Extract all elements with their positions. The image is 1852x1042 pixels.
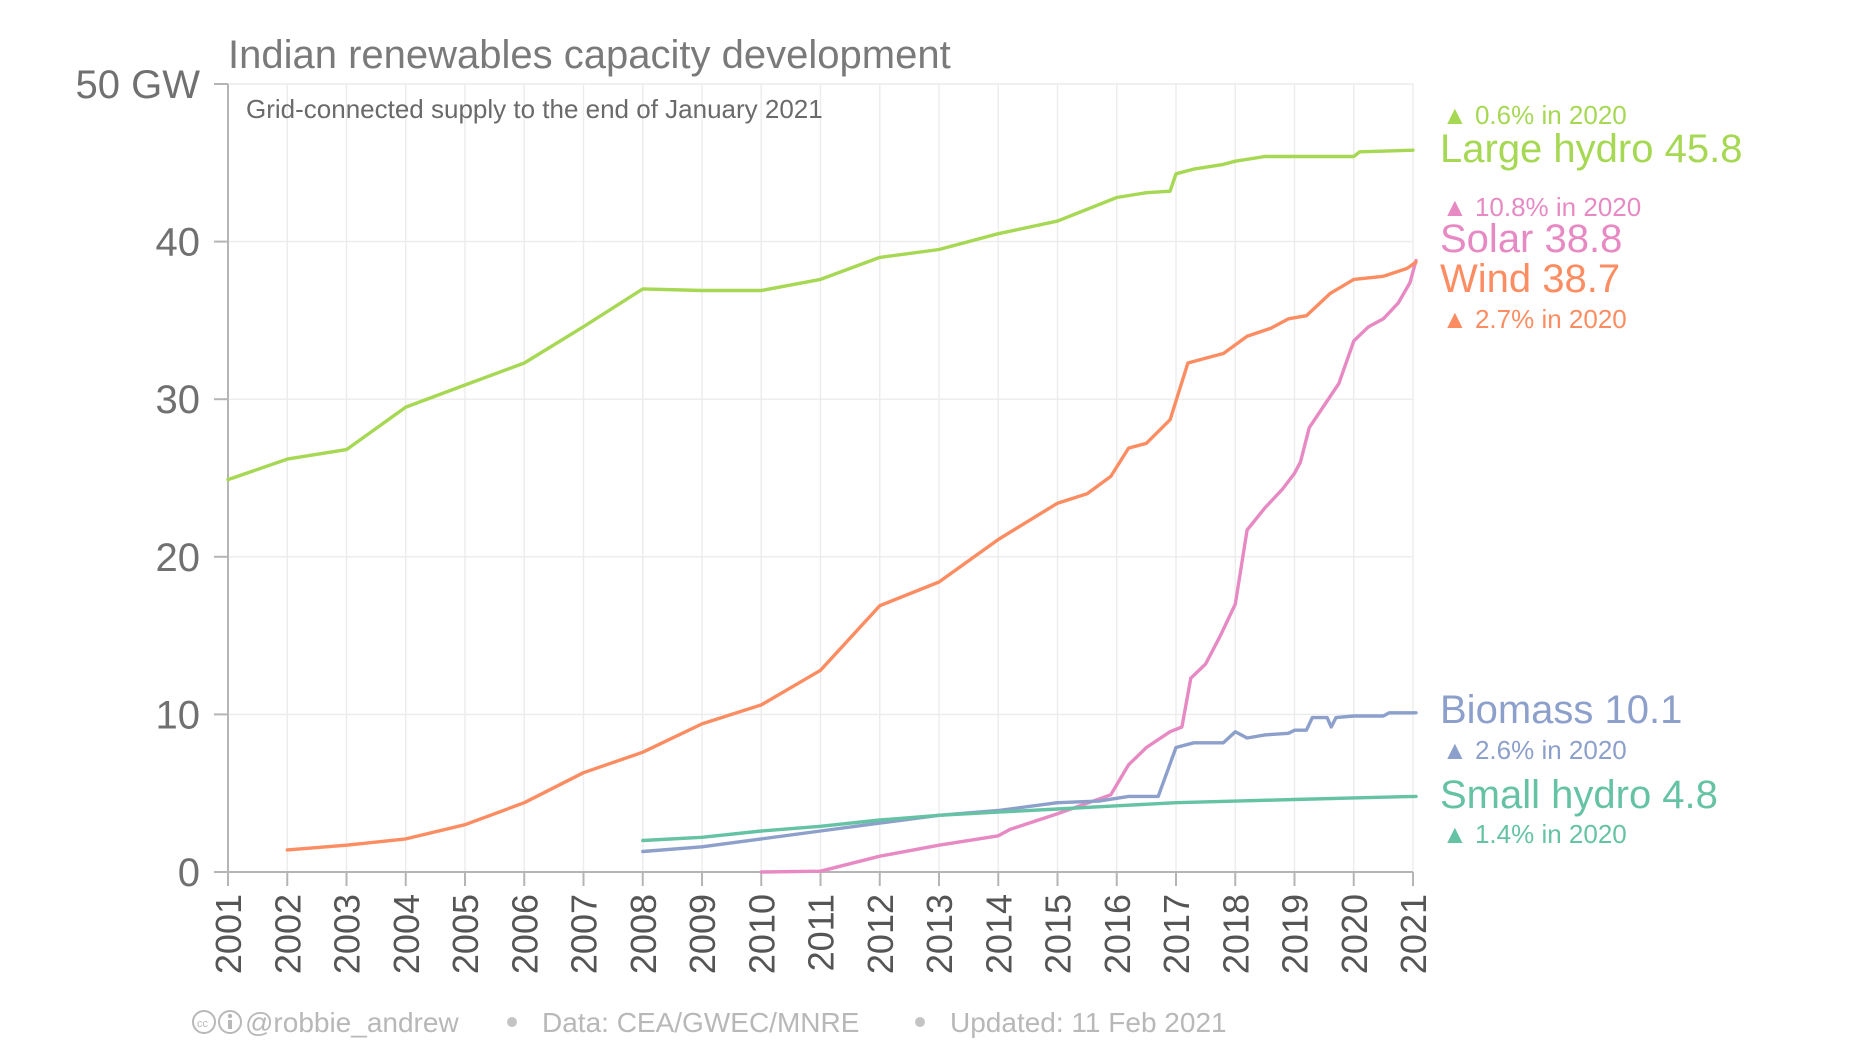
large-hydro-series-line [226,148,1415,482]
y-tick-label: 50 GW [76,63,201,107]
y-tick-label: 10 [156,693,201,737]
x-tick-label: 2003 [327,894,368,974]
x-tick-label: 2015 [1038,894,1079,974]
footer: cc @robbie_andrew Data: CEA/GWEC/MNRE Up… [192,1007,1227,1038]
x-tick-label: 2019 [1275,894,1316,974]
biomass-label: Biomass 10.1 [1440,688,1682,732]
x-tick-label: 2008 [623,894,664,974]
x-tick-label: 2002 [267,894,308,974]
x-axis-ticks: 2001 2002 2003 2004 2005 2006 2007 2008 2009 2010… [208,894,1434,974]
chart-subtitle: Grid-connected supply to the end of Janu… [246,94,823,124]
x-tick-label: 2014 [978,894,1019,974]
wind-change-label: ▲ 2.7% in 2020 [1442,304,1627,334]
solar-series-line [759,258,1418,874]
x-tick-label: 2005 [445,894,486,974]
large-hydro-label: Large hydro 45.8 [1440,127,1742,171]
small-hydro-change-label: ▲ 1.4% in 2020 [1442,819,1627,849]
solar-label: Solar 38.8 [1440,217,1622,261]
series-lines [226,148,1418,874]
x-tick-label: 2021 [1393,894,1434,974]
y-tick-label: 30 [156,378,201,422]
y-axis-ticks: 0 10 20 30 40 50 GW [76,63,201,895]
footer-updated: Updated: 11 Feb 2021 [950,1007,1227,1038]
series-labels: ▲ 0.6% in 2020 Large hydro 45.8 ▲ 10.8% … [1440,100,1742,849]
axes [214,83,1414,886]
cc-by-icon: cc [192,1010,242,1034]
wind-series-line [285,260,1418,852]
solar-change-label: ▲ 10.8% in 2020 [1442,192,1641,222]
x-tick-label: 2006 [504,894,545,974]
small-hydro-series-line [641,794,1418,843]
x-tick-label: 2013 [919,894,960,974]
x-tick-label: 2020 [1334,894,1375,974]
svg-text:cc: cc [197,1018,209,1030]
x-tick-label: 2018 [1215,894,1256,974]
y-tick-label: 20 [156,536,201,580]
grid [228,83,1414,872]
small-hydro-label: Small hydro 4.8 [1440,773,1718,817]
x-tick-label: 2001 [208,894,249,974]
x-tick-label: 2011 [801,894,842,971]
footer-author: @robbie_andrew [245,1007,459,1038]
y-tick-label: 40 [156,221,201,265]
x-tick-label: 2009 [682,894,723,974]
x-tick-label: 2012 [860,894,901,974]
biomass-change-label: ▲ 2.6% in 2020 [1442,735,1627,765]
chart-title: Indian renewables capacity development [228,33,951,77]
x-tick-label: 2017 [1156,894,1197,974]
wind-label: Wind 38.7 [1440,257,1620,301]
x-tick-label: 2010 [741,894,782,974]
x-tick-label: 2016 [1097,894,1138,974]
footer-data-source: Data: CEA/GWEC/MNRE [542,1007,859,1038]
x-tick-label: 2004 [386,894,427,974]
footer-separator-dot [915,1017,925,1027]
y-tick-label: 0 [178,851,200,895]
footer-separator-dot [507,1017,517,1027]
large-hydro-change-label: ▲ 0.6% in 2020 [1442,100,1627,130]
x-tick-label: 2007 [564,894,605,974]
